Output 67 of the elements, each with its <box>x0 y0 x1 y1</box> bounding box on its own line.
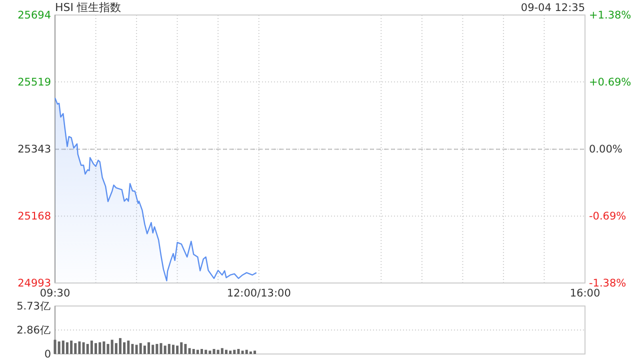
bar <box>200 348 204 354</box>
bar <box>143 346 146 354</box>
y-tick-label: 2.86亿 <box>16 324 51 336</box>
bar <box>135 344 138 354</box>
x-tick-label: 12:00/13:00 <box>226 287 291 300</box>
bar <box>176 346 179 354</box>
bar <box>58 341 60 354</box>
bar <box>245 350 248 354</box>
bar <box>216 350 220 354</box>
bar <box>127 340 130 354</box>
y-tick-label: 24993 <box>18 277 51 290</box>
bar <box>164 346 166 354</box>
bar <box>224 350 228 354</box>
bar <box>156 344 158 354</box>
bar <box>184 344 187 354</box>
bar <box>74 343 77 354</box>
bar <box>82 342 85 354</box>
bar <box>196 350 199 354</box>
bar <box>249 351 252 354</box>
bar <box>254 350 256 354</box>
bar <box>229 350 232 354</box>
bar <box>192 348 195 354</box>
bar <box>204 350 208 354</box>
bar <box>94 343 98 354</box>
bar <box>78 341 81 354</box>
bar <box>148 342 150 354</box>
bar <box>220 348 224 354</box>
bar <box>70 340 73 354</box>
bar <box>172 344 174 354</box>
bar <box>62 340 64 354</box>
y-tick-label: 25343 <box>18 144 51 156</box>
bar <box>188 348 191 354</box>
bar <box>123 342 126 354</box>
bar <box>66 342 68 354</box>
bar <box>160 343 162 354</box>
bar <box>131 344 134 354</box>
bar <box>168 344 170 354</box>
bar <box>102 341 106 354</box>
y2-tick-label: 0.00% <box>589 143 622 156</box>
y-tick-label: 0 <box>44 348 51 360</box>
y-tick-label: 25694 <box>18 9 52 22</box>
chart-title: HSI 恒生指数 <box>55 1 121 14</box>
text: 09-04 12:35 <box>520 2 585 14</box>
y-tick-label: 25168 <box>18 210 51 222</box>
bar <box>233 350 236 354</box>
bar <box>152 344 154 354</box>
x-tick-label: 09:30 <box>40 287 70 300</box>
bar <box>139 343 142 354</box>
bar <box>106 344 110 354</box>
bar <box>110 340 114 354</box>
bar <box>90 340 93 354</box>
bar <box>54 340 56 354</box>
bar <box>86 344 89 354</box>
bar <box>98 342 102 354</box>
bar <box>241 350 244 354</box>
bar <box>212 348 216 354</box>
bar <box>208 350 212 354</box>
bar <box>118 338 122 354</box>
y2-tick-label: -1.38% <box>589 277 626 290</box>
y2-tick-label: -0.69% <box>589 210 626 222</box>
bar <box>237 348 240 354</box>
bar <box>180 342 183 354</box>
y2-tick-label: +0.69% <box>589 76 632 88</box>
x-tick-label: 16:00 <box>570 287 600 300</box>
y2-tick-label: +1.38% <box>589 9 632 22</box>
y-tick-label: 5.73亿 <box>16 300 51 312</box>
y-tick-label: 25519 <box>18 76 51 88</box>
